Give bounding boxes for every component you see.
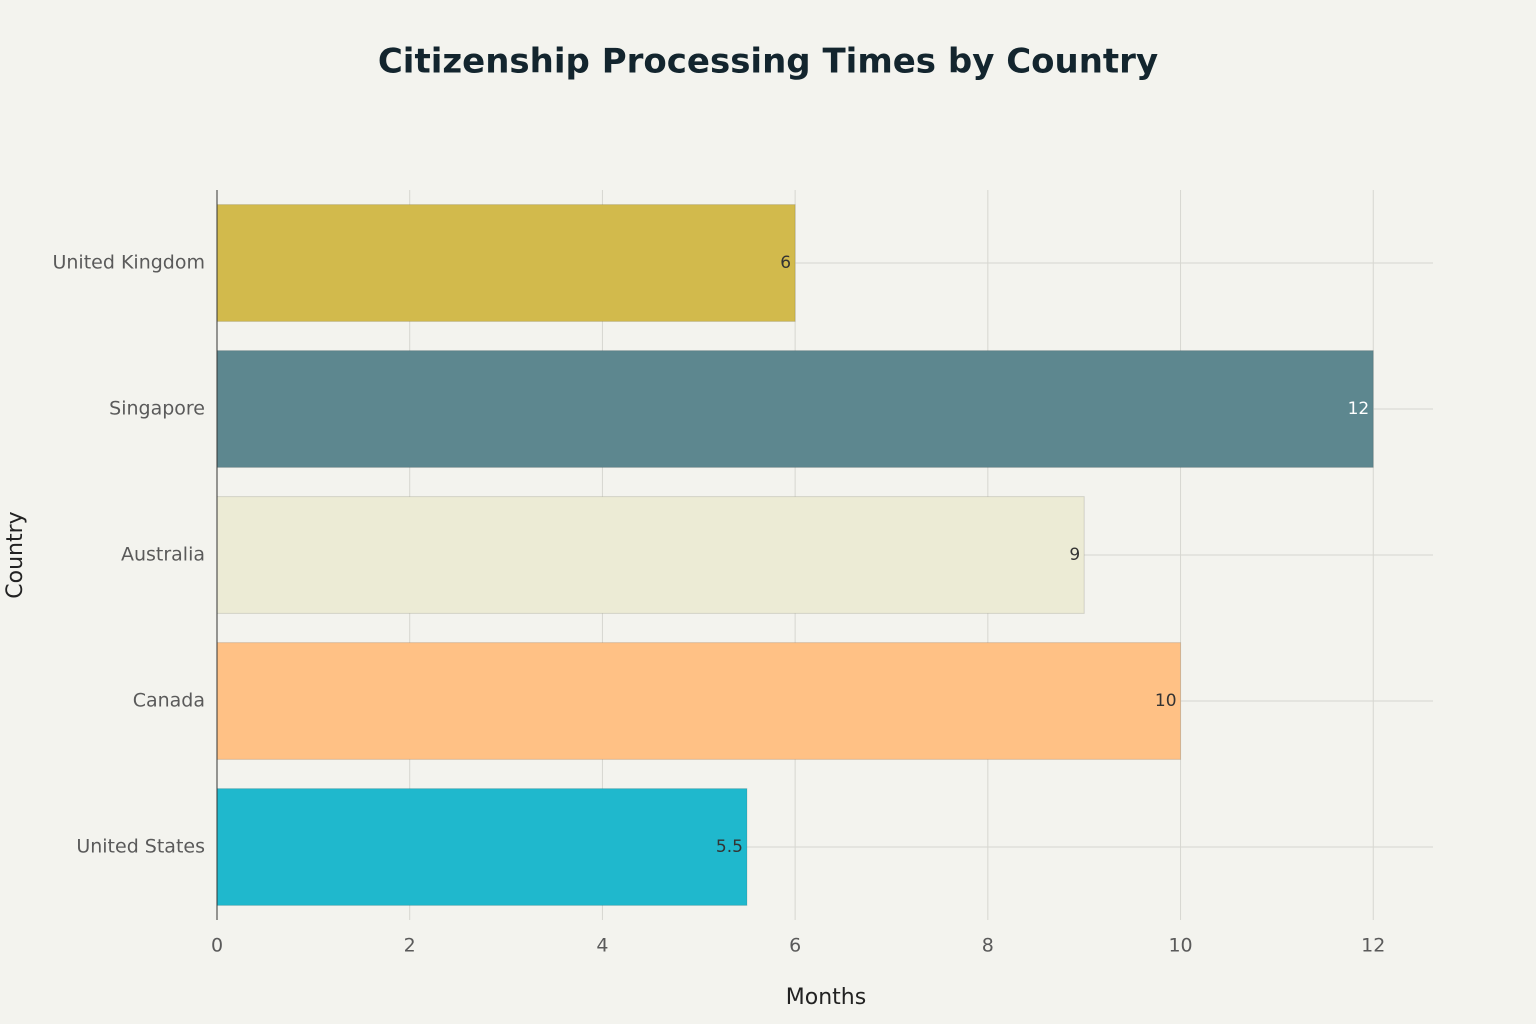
value-label: 10	[1155, 691, 1177, 711]
y-tick-label: United States	[76, 836, 205, 858]
y-tick-label: Australia	[121, 544, 205, 566]
bar	[216, 350, 1374, 468]
value-label: 12	[1348, 399, 1370, 419]
bar	[216, 204, 796, 322]
value-label: 9	[1069, 545, 1080, 565]
value-label: 6	[780, 253, 791, 273]
chart-title: Citizenship Processing Times by Country	[378, 42, 1158, 82]
y-axis-title: Country	[3, 511, 28, 598]
y-tick-label: United Kingdom	[52, 252, 205, 274]
bar	[216, 642, 1182, 760]
x-tick-label: 2	[404, 935, 416, 957]
y-tick-label: Canada	[133, 690, 205, 712]
bar	[216, 496, 1085, 614]
x-tick-label: 6	[789, 935, 801, 957]
x-tick-label: 10	[1168, 935, 1192, 957]
bar	[216, 788, 748, 906]
x-tick-label: 4	[596, 935, 608, 957]
value-label: 5.5	[716, 837, 743, 857]
y-tick-label: Singapore	[109, 398, 205, 420]
x-tick-label: 12	[1361, 935, 1385, 957]
x-axis-title: Months	[786, 985, 866, 1010]
x-tick-label: 0	[211, 935, 223, 957]
x-tick-label: 8	[982, 935, 994, 957]
